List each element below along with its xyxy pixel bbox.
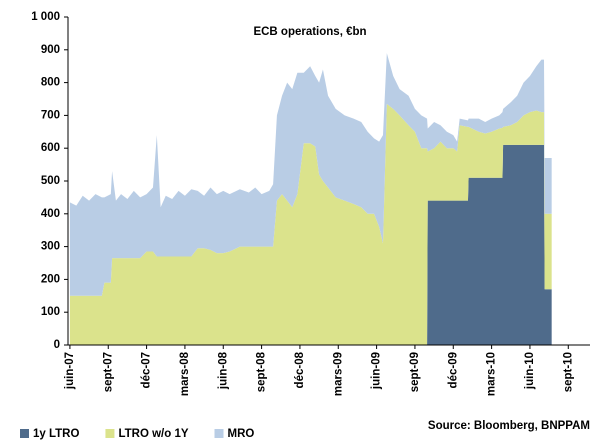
legend-label: LTRO w/o 1Y: [118, 428, 188, 440]
y-tick-label: 800: [41, 77, 60, 89]
area: [69, 53, 552, 296]
x-tick-label: sept-10: [562, 352, 574, 392]
x-tick-label: mars-09: [332, 352, 344, 396]
x-tick-label: sept-08: [256, 351, 268, 392]
x-tick-label: déc-09: [447, 352, 459, 388]
x-tick-label: mars-08: [179, 351, 191, 396]
y-tick-label: 700: [41, 109, 60, 121]
y-tick-label: 300: [41, 241, 60, 253]
y-tick-label: 1 000: [31, 11, 60, 23]
area: [69, 144, 552, 345]
x-tick-label: sept-09: [409, 352, 421, 392]
x-tick-label: juin-10: [524, 352, 536, 390]
legend-label: MRO: [228, 428, 255, 440]
y-tick-label: 100: [41, 306, 60, 318]
legend-swatch: [105, 429, 115, 438]
source: Source: Bloomberg, BNPPAM: [428, 420, 590, 432]
x-tick-label: juin-07: [64, 352, 76, 390]
x-tick-label: sept-07: [102, 352, 114, 392]
y-tick-label: 500: [41, 175, 60, 187]
x-tick-label: juin-08: [217, 351, 229, 390]
legend-swatch: [214, 429, 224, 438]
y-tick-label: 400: [41, 208, 60, 220]
x-tick-label: juin-09: [371, 352, 383, 390]
x-tick-label: mars-10: [486, 352, 498, 396]
area: [69, 103, 552, 345]
y-tick-label: 0: [54, 339, 60, 351]
legend-swatch: [20, 429, 29, 438]
y-tick-label: 200: [41, 273, 60, 285]
y-tick-label: 900: [41, 44, 60, 56]
chart-title: ECB operations, €bn: [253, 26, 366, 38]
x-tick-label: déc-08: [294, 351, 306, 388]
y-tick-label: 600: [41, 142, 60, 154]
legend-label: 1y LTRO: [33, 428, 79, 440]
x-tick-label: déc-07: [141, 352, 153, 388]
